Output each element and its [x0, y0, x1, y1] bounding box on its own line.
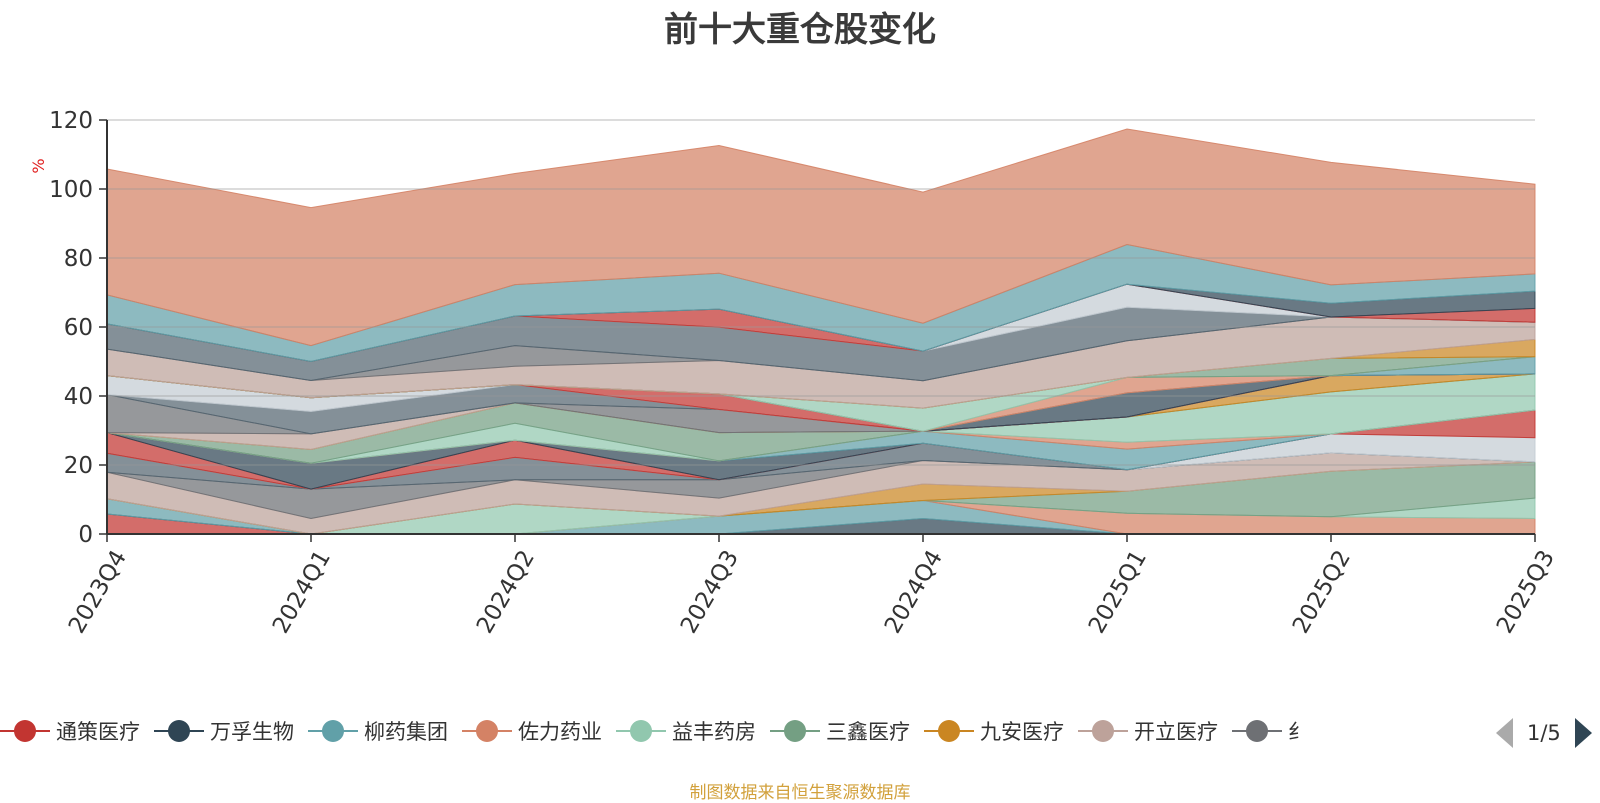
legend-item[interactable]: 佐力药业 [462, 716, 602, 746]
legend-swatch-icon [1232, 719, 1282, 743]
legend-swatch-icon [308, 719, 358, 743]
y-tick-label: 100 [49, 177, 93, 203]
legend-label: 开立医疗 [1134, 720, 1218, 744]
y-tick-label: 20 [64, 453, 93, 479]
legend-item[interactable]: 三鑫医疗 [770, 716, 910, 746]
legend-page-indicator: 1/5 [1527, 721, 1561, 745]
y-tick-label: 40 [64, 384, 93, 410]
x-tick-label: 2024Q3 [676, 546, 744, 638]
legend-label: 佐力药业 [518, 720, 602, 744]
x-tick-label: 2024Q4 [880, 546, 948, 638]
y-tick-label: 60 [64, 315, 93, 341]
legend-label: 万孚生物 [210, 720, 294, 744]
legend-swatch-icon [462, 719, 512, 743]
legend-item[interactable]: 九安医疗 [924, 716, 1064, 746]
legend-item[interactable]: 通策医疗 [0, 716, 140, 746]
legend: 通策医疗 万孚生物 柳药集团 佐力药业 益丰药房 三鑫医疗 九安医疗 开立医疗 纟 [0, 716, 1488, 750]
legend-swatch-icon [1078, 719, 1128, 743]
legend-label: 九安医疗 [980, 720, 1064, 744]
legend-pager: 1/5 [1496, 716, 1592, 750]
x-tick-label: 2025Q1 [1084, 546, 1152, 638]
y-tick-label: 120 [49, 108, 93, 134]
legend-item[interactable]: 纟 [1232, 716, 1309, 746]
area-series-37 [106, 128, 1536, 347]
x-tick-label: 2025Q3 [1492, 546, 1560, 638]
legend-swatch-icon [924, 719, 974, 743]
legend-item[interactable]: 柳药集团 [308, 716, 448, 746]
legend-swatch-icon [770, 719, 820, 743]
legend-prev-page-icon[interactable] [1496, 718, 1513, 748]
legend-item[interactable]: 万孚生物 [154, 716, 294, 746]
legend-item[interactable]: 益丰药房 [616, 716, 756, 746]
x-tick-label: 2025Q2 [1288, 546, 1356, 638]
legend-swatch-icon [154, 719, 204, 743]
legend-swatch-icon [0, 719, 50, 743]
x-tick-label: 2023Q4 [64, 546, 132, 638]
chart-title: 前十大重仓股变化 [664, 10, 936, 50]
y-axis-label: % [29, 158, 48, 173]
x-tick-label: 2024Q2 [472, 546, 540, 638]
legend-label: 通策医疗 [56, 720, 140, 744]
legend-label: 益丰药房 [672, 720, 756, 744]
legend-label: 纟 [1288, 720, 1309, 744]
source-note: 制图数据来自恒生聚源数据库 [689, 783, 911, 803]
legend-item[interactable]: 开立医疗 [1078, 716, 1218, 746]
legend-swatch-icon [616, 719, 666, 743]
x-tick-label: 2024Q1 [268, 546, 336, 638]
y-tick-label: 0 [78, 522, 93, 548]
y-tick-label: 80 [64, 246, 93, 272]
legend-next-page-icon[interactable] [1574, 718, 1592, 748]
legend-label: 柳药集团 [364, 720, 448, 744]
legend-label: 三鑫医疗 [826, 720, 910, 744]
